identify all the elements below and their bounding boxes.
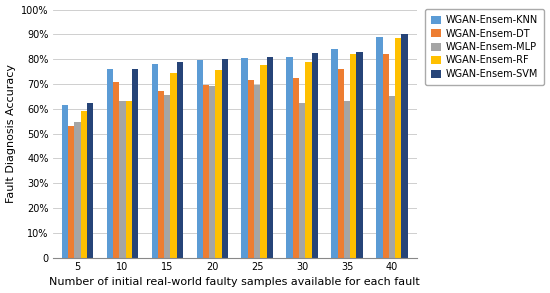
Bar [68, 126, 74, 258]
Bar [81, 111, 87, 258]
Legend: WGAN-Ensem-KNN, WGAN-Ensem-DT, WGAN-Ensem-MLP, WGAN-Ensem-RF, WGAN-Ensem-SVM: WGAN-Ensem-KNN, WGAN-Ensem-DT, WGAN-Ense… [425, 9, 544, 85]
Bar [209, 86, 216, 258]
Bar [248, 80, 254, 258]
Bar [287, 57, 293, 258]
Bar [338, 69, 344, 258]
Y-axis label: Fault Diagnosis Accuracy: Fault Diagnosis Accuracy [6, 64, 15, 203]
Bar [305, 62, 311, 258]
Bar [164, 95, 170, 258]
Bar [376, 37, 383, 258]
X-axis label: Number of initial real-world faulty samples available for each fault: Number of initial real-world faulty samp… [50, 277, 420, 287]
Bar [152, 64, 158, 258]
Bar [87, 103, 93, 258]
Bar [107, 69, 113, 258]
Bar [241, 58, 248, 258]
Bar [62, 105, 68, 258]
Bar [222, 59, 228, 258]
Bar [216, 70, 222, 258]
Bar [203, 85, 209, 258]
Bar [260, 65, 267, 258]
Bar [254, 85, 260, 258]
Bar [132, 69, 138, 258]
Bar [299, 103, 305, 258]
Bar [177, 62, 183, 258]
Bar [395, 38, 402, 258]
Bar [119, 101, 125, 258]
Bar [311, 53, 318, 258]
Bar [170, 73, 177, 258]
Bar [158, 91, 164, 258]
Bar [344, 101, 350, 258]
Bar [331, 49, 338, 258]
Bar [196, 60, 203, 258]
Bar [383, 54, 389, 258]
Bar [350, 54, 356, 258]
Bar [125, 101, 132, 258]
Bar [74, 122, 81, 258]
Bar [267, 57, 273, 258]
Bar [113, 81, 119, 258]
Bar [402, 34, 408, 258]
Bar [356, 52, 363, 258]
Bar [293, 78, 299, 258]
Bar [389, 96, 395, 258]
